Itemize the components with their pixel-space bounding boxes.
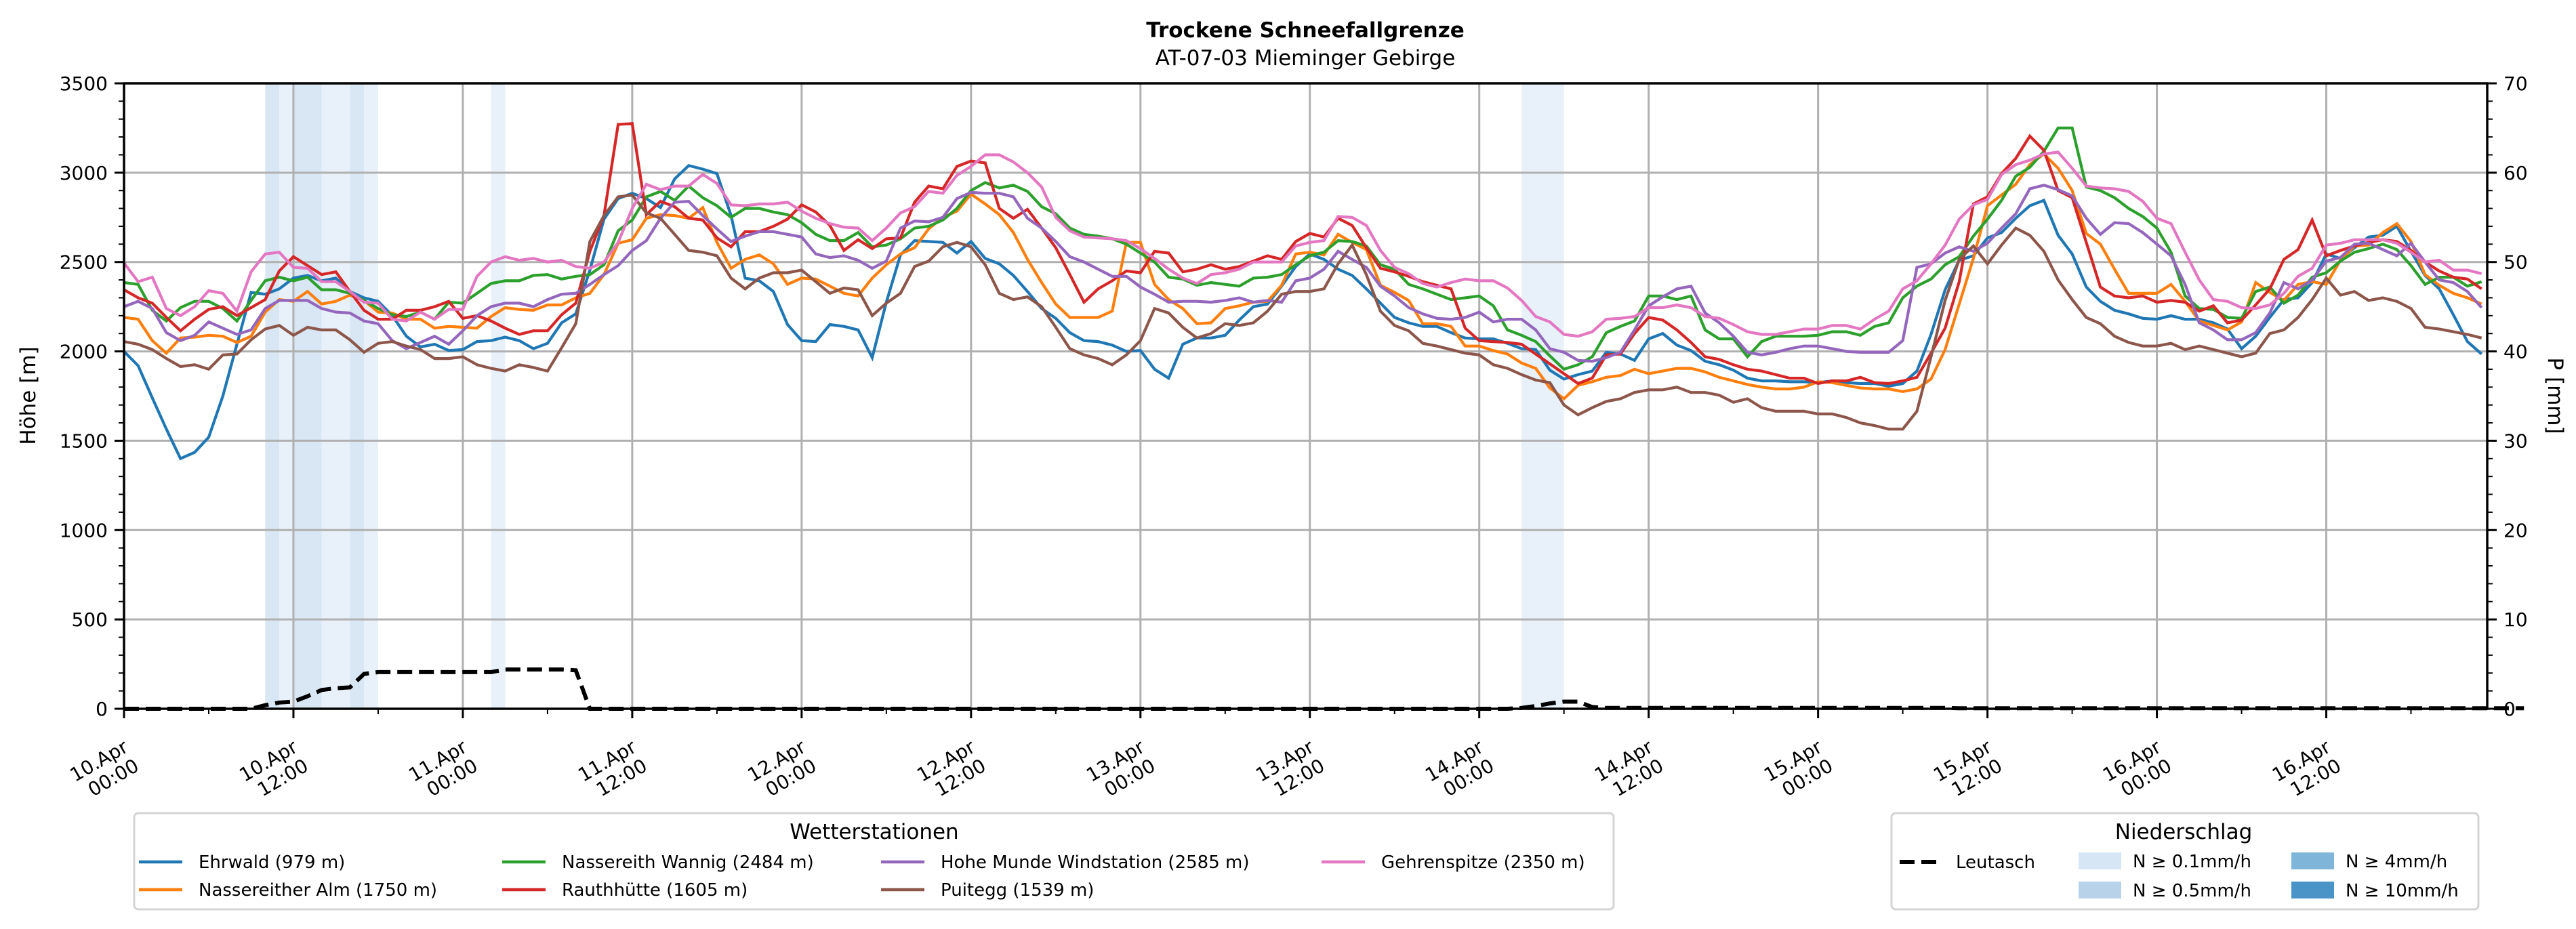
y-tick-label: 3000 bbox=[60, 162, 108, 184]
y2-tick-label: 30 bbox=[2503, 430, 2528, 452]
legend-patch-4 bbox=[2291, 882, 2334, 899]
y2-tick-label: 40 bbox=[2503, 341, 2528, 363]
y-tick-label: 0 bbox=[96, 698, 108, 720]
series-line-1 bbox=[123, 152, 2482, 401]
series-line-3 bbox=[123, 122, 2482, 386]
legend-stations: Wetterstationen Ehrwald (979 m) Nassereit… bbox=[133, 812, 1615, 911]
legend-label-2: Nassereith Wannig (2484 m) bbox=[562, 852, 814, 873]
y-tick-label: 1500 bbox=[60, 430, 108, 452]
y2-tick-label: 20 bbox=[2503, 519, 2528, 541]
precip-band bbox=[279, 83, 293, 709]
legend-label-6: Gehrenspitze (2350 m) bbox=[1381, 852, 1585, 873]
y2-tick-label: 60 bbox=[2503, 162, 2528, 184]
precip-band bbox=[350, 83, 365, 709]
precip-band bbox=[265, 83, 280, 709]
legend-patch-3 bbox=[2291, 852, 2334, 869]
grid bbox=[124, 83, 2487, 709]
chart-subtitle: AT-07-03 Mieminger Gebirge bbox=[1156, 46, 1456, 70]
y-tick-label: 3500 bbox=[60, 73, 108, 95]
y-tick-label: 500 bbox=[72, 608, 108, 631]
legend-stations-title: Wetterstationen bbox=[790, 820, 958, 844]
y2-tick-label: 50 bbox=[2503, 251, 2528, 274]
legend-label-5: Puitegg (1539 m) bbox=[941, 880, 1094, 901]
y2-axis-label: P [mm] bbox=[2543, 357, 2567, 434]
precip-band bbox=[321, 83, 350, 709]
series-lines bbox=[123, 122, 2524, 711]
legend-label-4: Hohe Munde Windstation (2585 m) bbox=[941, 852, 1249, 873]
legend-patch-1 bbox=[2079, 852, 2121, 869]
y-axis-label: Höhe [m] bbox=[16, 346, 41, 445]
legend-patch-label-3: N ≥ 4mm/h bbox=[2346, 852, 2447, 872]
legend-label-1: Nassereither Alm (1750 m) bbox=[199, 880, 437, 901]
legend-stations-box bbox=[133, 812, 1615, 911]
series-line-6 bbox=[123, 150, 2482, 338]
legend-patch-label-4: N ≥ 10mm/h bbox=[2346, 881, 2459, 901]
precip-band bbox=[364, 83, 378, 709]
y-tick-label: 2500 bbox=[60, 251, 108, 274]
legend-patch-2 bbox=[2079, 882, 2121, 899]
precip-band bbox=[293, 83, 322, 709]
y-tick-label: 2000 bbox=[60, 341, 108, 363]
chart-title: Trockene Schneefallgrenze bbox=[1146, 18, 1465, 43]
legend-label-0: Ehrwald (979 m) bbox=[199, 852, 345, 873]
legend-label-leutasch: Leutasch bbox=[1956, 852, 2035, 873]
legend-patch-label-1: N ≥ 0.1mm/h bbox=[2133, 852, 2251, 872]
series-line-5 bbox=[123, 193, 2482, 431]
y2-tick-label: 70 bbox=[2503, 73, 2528, 95]
legend-precip-title: Niederschlag bbox=[2115, 820, 2253, 844]
legend-patch-label-2: N ≥ 0.5mm/h bbox=[2133, 881, 2251, 901]
precip-bands bbox=[265, 83, 1564, 709]
series-line-4 bbox=[123, 184, 2483, 363]
y-tick-label: 1000 bbox=[60, 519, 108, 541]
legend-precip: Niederschlag Leutasch N ≥ 0.1mm/h N ≥ 0.5m… bbox=[1890, 812, 2480, 911]
precip-band bbox=[491, 83, 506, 709]
plot-frame bbox=[123, 82, 2489, 710]
legend-label-3: Rauthhütte (1605 m) bbox=[562, 880, 748, 901]
y2-tick-label: 10 bbox=[2503, 608, 2528, 631]
y2-tick-label: 0 bbox=[2503, 698, 2516, 720]
